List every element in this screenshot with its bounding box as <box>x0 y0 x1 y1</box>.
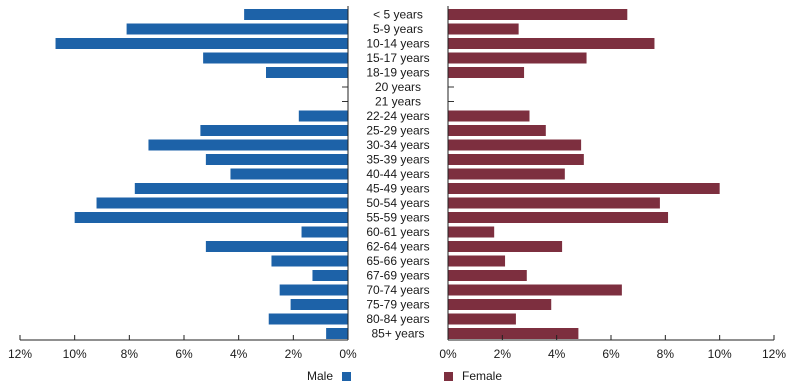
category-label-11: 40-44 years <box>366 167 429 181</box>
female-bar-20 <box>448 299 552 310</box>
category-label-22: 85+ years <box>371 327 424 341</box>
male-bar-3 <box>203 52 348 64</box>
male-bar-16 <box>205 241 348 252</box>
female-x-tick-label-0: 0% <box>439 347 457 361</box>
female-bar-16 <box>448 241 563 252</box>
male-bar-19 <box>279 284 348 296</box>
category-label-9: 30-34 years <box>366 138 429 152</box>
male-bar-1 <box>126 23 348 35</box>
male-bar-2 <box>55 38 349 49</box>
female-x-tick-label-3: 6% <box>602 347 620 361</box>
category-label-6: 21 years <box>375 95 421 109</box>
legend-female-label: Female <box>462 369 503 383</box>
category-label-1: 5-9 years <box>373 22 423 36</box>
category-label-5: 20 years <box>375 80 421 94</box>
male-bar-8 <box>200 125 348 136</box>
female-bar-17 <box>448 255 506 267</box>
male-bar-7 <box>298 110 348 122</box>
male-bar-10 <box>205 154 348 165</box>
female-bar-4 <box>448 67 525 78</box>
category-label-21: 80-84 years <box>366 312 429 326</box>
female-x-tick-label-2: 4% <box>548 347 566 361</box>
female-bar-3 <box>448 52 587 64</box>
female-bar-8 <box>448 125 546 136</box>
male-x-tick-label-4: 8% <box>121 347 139 361</box>
male-bar-11 <box>230 168 348 180</box>
category-label-19: 70-74 years <box>366 283 429 297</box>
male-bar-0 <box>244 9 348 20</box>
female-bar-12 <box>448 183 720 194</box>
category-label-17: 65-66 years <box>366 254 429 268</box>
category-label-16: 62-64 years <box>366 240 429 254</box>
male-bar-21 <box>268 313 348 325</box>
male-bar-17 <box>271 255 348 267</box>
female-bar-2 <box>448 38 655 49</box>
category-label-14: 55-59 years <box>366 211 429 225</box>
male-bar-22 <box>326 328 348 339</box>
legend-female-swatch <box>444 371 453 381</box>
female-bar-11 <box>448 168 565 180</box>
male-x-tick-label-0: 0% <box>339 347 357 361</box>
category-label-12: 45-49 years <box>366 182 429 196</box>
female-bar-19 <box>448 284 622 296</box>
female-x-tick-label-5: 10% <box>708 347 732 361</box>
male-bar-12 <box>134 183 348 194</box>
legend-male-swatch <box>342 371 352 381</box>
category-label-3: 15-17 years <box>366 51 429 65</box>
category-label-10: 35-39 years <box>366 153 429 167</box>
female-x-tick-label-1: 2% <box>494 347 512 361</box>
category-label-2: 10-14 years <box>366 37 429 51</box>
female-bar-10 <box>448 154 584 165</box>
category-label-7: 22-24 years <box>366 109 429 123</box>
legend-female: Female <box>444 369 502 383</box>
female-bar-9 <box>448 139 582 151</box>
female-x-tick-label-6: 12% <box>762 347 786 361</box>
female-bar-13 <box>448 197 660 209</box>
male-x-tick-label-6: 12% <box>8 347 32 361</box>
male-bar-14 <box>74 212 349 223</box>
female-bar-22 <box>448 328 579 339</box>
male-bar-20 <box>290 299 348 310</box>
category-label-20: 75-79 years <box>366 298 429 312</box>
female-bar-21 <box>448 313 516 325</box>
legend-male-label: Male <box>307 369 334 383</box>
category-label-15: 60-61 years <box>366 225 429 239</box>
female-bar-15 <box>448 226 495 238</box>
male-bar-15 <box>301 226 348 238</box>
male-bar-9 <box>148 139 348 151</box>
category-label-8: 25-29 years <box>366 124 429 138</box>
male-x-tick-label-5: 10% <box>63 347 87 361</box>
male-bar-4 <box>266 67 348 78</box>
female-bar-1 <box>448 23 519 35</box>
male-bar-18 <box>312 270 348 281</box>
category-label-18: 67-69 years <box>366 269 429 283</box>
male-bar-13 <box>96 197 349 209</box>
category-label-4: 18-19 years <box>366 66 429 80</box>
male-x-tick-label-2: 4% <box>230 347 248 361</box>
female-x-tick-label-4: 8% <box>657 347 675 361</box>
female-bar-7 <box>448 110 530 122</box>
female-bar-14 <box>448 212 669 223</box>
male-x-tick-label-3: 6% <box>175 347 193 361</box>
legend-male: Male <box>307 369 352 383</box>
male-x-tick-label-1: 2% <box>285 347 303 361</box>
female-bar-18 <box>448 270 527 281</box>
female-bar-0 <box>448 9 628 20</box>
category-label-13: 50-54 years <box>366 196 429 210</box>
category-label-0: < 5 years <box>373 8 423 22</box>
